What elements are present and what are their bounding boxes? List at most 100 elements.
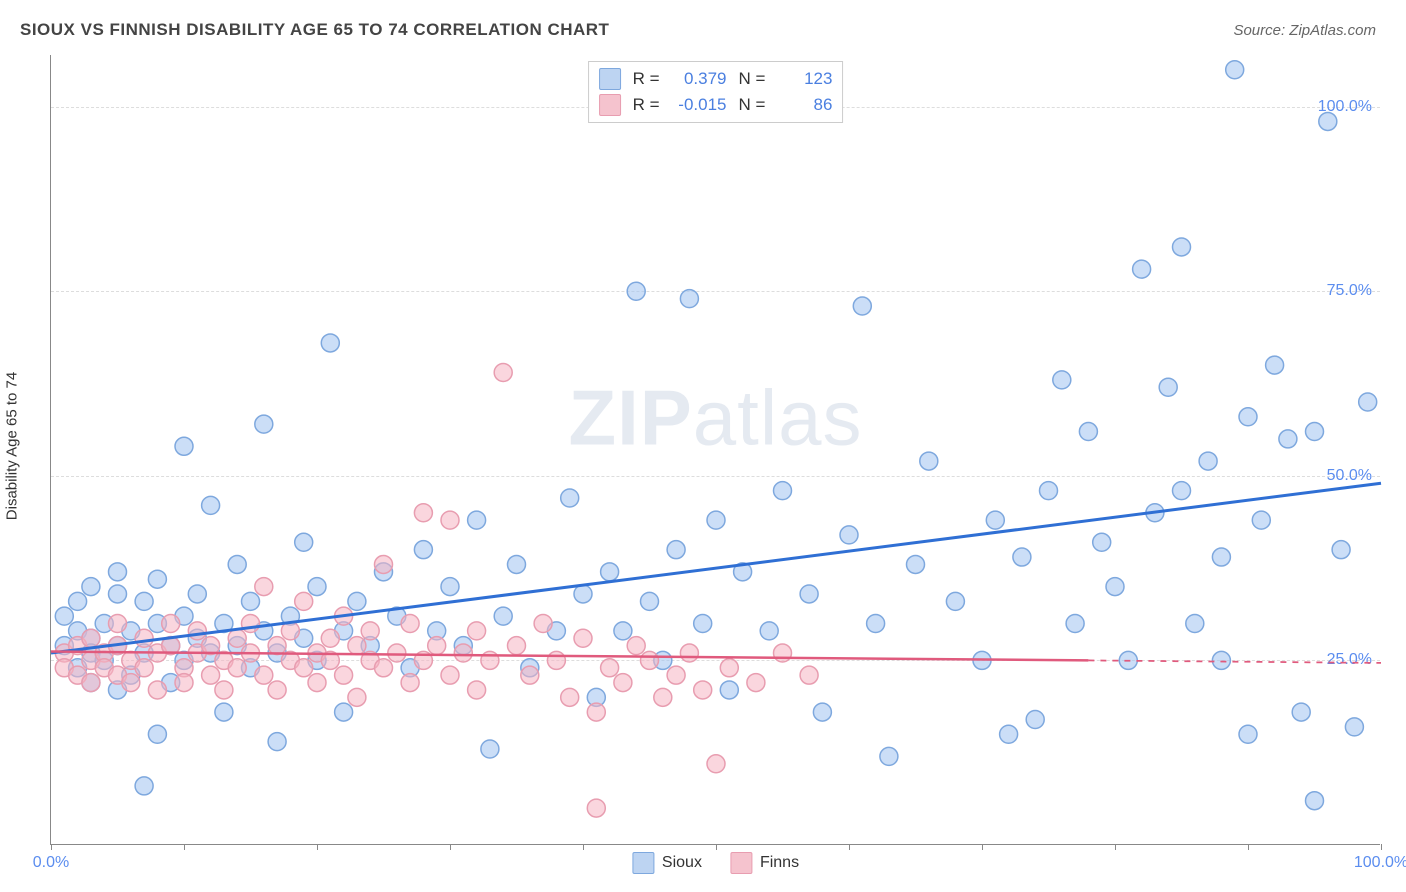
x-tick-label: 100.0% xyxy=(1354,854,1406,872)
scatter-point xyxy=(1239,725,1257,743)
y-axis-label: Disability Age 65 to 74 xyxy=(4,372,21,520)
swatch-finns xyxy=(730,852,752,874)
scatter-point xyxy=(587,799,605,817)
scatter-point xyxy=(1306,792,1324,810)
scatter-point xyxy=(494,363,512,381)
scatter-point xyxy=(720,659,738,677)
scatter-point xyxy=(109,615,127,633)
r-value-sioux: 0.379 xyxy=(672,69,727,89)
scatter-point xyxy=(228,629,246,647)
scatter-point xyxy=(1013,548,1031,566)
scatter-point xyxy=(907,555,925,573)
scatter-point xyxy=(1239,408,1257,426)
scatter-point xyxy=(255,578,273,596)
scatter-point xyxy=(1026,710,1044,728)
scatter-point xyxy=(335,703,353,721)
scatter-point xyxy=(760,622,778,640)
scatter-point xyxy=(774,644,792,662)
scatter-point xyxy=(148,681,166,699)
scatter-point xyxy=(1306,423,1324,441)
scatter-point xyxy=(202,496,220,514)
scatter-point xyxy=(707,755,725,773)
scatter-point xyxy=(242,592,260,610)
scatter-point xyxy=(614,674,632,692)
scatter-point xyxy=(109,585,127,603)
scatter-point xyxy=(587,703,605,721)
scatter-point xyxy=(69,592,87,610)
scatter-point xyxy=(82,629,100,647)
bottom-legend: Sioux Finns xyxy=(632,852,799,874)
scatter-point xyxy=(414,504,432,522)
scatter-point xyxy=(348,637,366,655)
n-value-sioux: 123 xyxy=(777,69,832,89)
scatter-point xyxy=(148,570,166,588)
scatter-point xyxy=(561,489,579,507)
scatter-point xyxy=(255,666,273,684)
scatter-point xyxy=(641,592,659,610)
scatter-point xyxy=(375,659,393,677)
scatter-point xyxy=(1106,578,1124,596)
scatter-point xyxy=(1199,452,1217,470)
scatter-point xyxy=(348,688,366,706)
stats-legend-box: R = 0.379 N = 123 R = -0.015 N = 86 xyxy=(588,61,844,123)
scatter-point xyxy=(388,644,406,662)
scatter-point xyxy=(135,592,153,610)
scatter-point xyxy=(361,622,379,640)
scatter-point xyxy=(135,629,153,647)
scatter-point xyxy=(1159,378,1177,396)
scatter-point xyxy=(986,511,1004,529)
scatter-point xyxy=(627,282,645,300)
scatter-point xyxy=(720,681,738,699)
scatter-point xyxy=(295,659,313,677)
scatter-point xyxy=(135,777,153,795)
scatter-point xyxy=(188,622,206,640)
scatter-point xyxy=(1079,423,1097,441)
scatter-point xyxy=(1266,356,1284,374)
scatter-point xyxy=(547,651,565,669)
source-text: Source: ZipAtlas.com xyxy=(1233,22,1376,39)
scatter-point xyxy=(228,659,246,677)
scatter-point xyxy=(680,290,698,308)
legend-label-finns: Finns xyxy=(760,854,799,872)
scatter-point xyxy=(188,585,206,603)
x-tick-label: 0.0% xyxy=(33,854,69,872)
scatter-point xyxy=(401,615,419,633)
scatter-point xyxy=(521,666,539,684)
scatter-point xyxy=(508,555,526,573)
scatter-point xyxy=(1173,238,1191,256)
scatter-point xyxy=(375,555,393,573)
scatter-point xyxy=(1226,61,1244,79)
scatter-point xyxy=(122,674,140,692)
scatter-point xyxy=(627,637,645,655)
scatter-point xyxy=(601,659,619,677)
scatter-point xyxy=(920,452,938,470)
swatch-sioux xyxy=(632,852,654,874)
scatter-point xyxy=(561,688,579,706)
scatter-point xyxy=(321,629,339,647)
swatch-sioux xyxy=(599,68,621,90)
scatter-point xyxy=(508,637,526,655)
scatter-point xyxy=(641,651,659,669)
scatter-point xyxy=(268,681,286,699)
scatter-point xyxy=(654,688,672,706)
scatter-point xyxy=(946,592,964,610)
r-label: R = xyxy=(633,95,660,115)
scatter-point xyxy=(574,585,592,603)
r-label: R = xyxy=(633,69,660,89)
scatter-point xyxy=(1279,430,1297,448)
scatter-point xyxy=(1332,541,1350,559)
scatter-point xyxy=(441,511,459,529)
scatter-point xyxy=(454,644,472,662)
scatter-point xyxy=(268,733,286,751)
legend-item-sioux: Sioux xyxy=(632,852,702,874)
scatter-point xyxy=(109,563,127,581)
scatter-point xyxy=(694,681,712,699)
scatter-point xyxy=(1066,615,1084,633)
scatter-point xyxy=(867,615,885,633)
scatter-point xyxy=(1345,718,1363,736)
legend-item-finns: Finns xyxy=(730,852,799,874)
scatter-point xyxy=(1359,393,1377,411)
scatter-point xyxy=(534,615,552,633)
scatter-point xyxy=(800,666,818,684)
chart-title: SIOUX VS FINNISH DISABILITY AGE 65 TO 74… xyxy=(20,20,609,40)
